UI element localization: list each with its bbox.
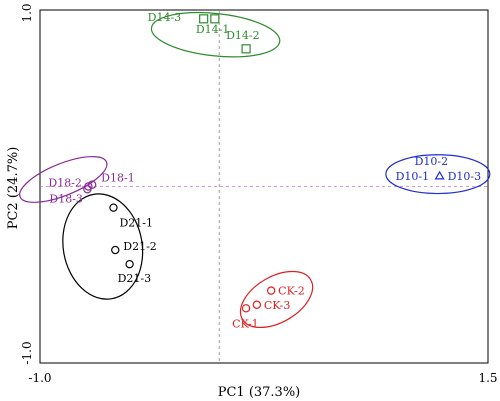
label-d18-3: D18-3	[49, 192, 83, 205]
label-d14-2: D14-2	[226, 29, 260, 42]
marker-d10-2	[434, 170, 445, 180]
label-d21-3: D21-3	[118, 272, 152, 285]
label-d21-2: D21-2	[123, 240, 157, 253]
x-tick-min: -1.0	[28, 371, 51, 385]
label-d14-3: D14-3	[148, 11, 182, 24]
data-markers	[83, 14, 445, 313]
label-ck-1: CK-1	[232, 317, 259, 330]
marker-d18-1	[87, 180, 97, 189]
marker-d21-2	[111, 245, 120, 255]
y-tick-max: 1.0	[20, 3, 34, 22]
marker-d14-2	[241, 44, 251, 54]
marker-d14-1	[210, 14, 220, 24]
label-d10-2: D10-2	[415, 155, 449, 168]
marker-ck-2	[266, 286, 276, 295]
y-tick-min: -1.0	[20, 341, 34, 364]
x-tick-max: 1.5	[478, 371, 497, 385]
label-ck-2: CK-2	[278, 285, 305, 298]
label-d21-1: D21-1	[119, 217, 153, 230]
ellipse-d21	[62, 193, 144, 300]
y-axis-label: PC2 (24.7%)	[6, 147, 21, 230]
label-d18-1: D18-1	[101, 172, 135, 185]
x-axis-label: PC1 (37.3%)	[218, 385, 301, 400]
ellipse-ck	[239, 270, 314, 329]
confidence-ellipses	[19, 11, 491, 329]
marker-ck-3	[252, 300, 262, 309]
marker-d21-1	[109, 203, 118, 212]
label-d10-3: D10-3	[448, 170, 482, 183]
marker-d18-3	[83, 185, 92, 194]
marker-d14-3	[199, 14, 209, 24]
marker-d21-3	[125, 259, 134, 269]
marker-ck-1	[241, 304, 251, 313]
ellipse-d18	[19, 156, 108, 203]
label-d14-1: D14-1	[196, 23, 230, 36]
label-ck-3: CK-3	[264, 299, 291, 312]
label-d18-2: D18-2	[48, 177, 82, 190]
label-d10-1: D10-1	[396, 170, 430, 183]
ellipse-d14	[150, 11, 281, 58]
ellipse-d10	[385, 154, 491, 195]
